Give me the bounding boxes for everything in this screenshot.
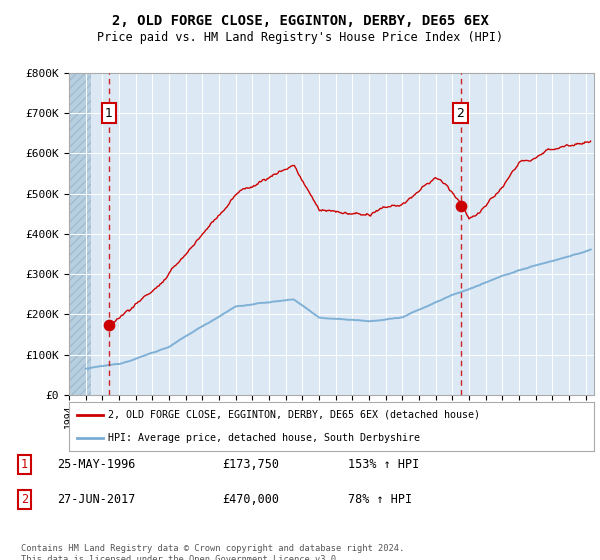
Point bbox=[104, 320, 114, 329]
Point bbox=[456, 201, 466, 210]
Text: 2, OLD FORGE CLOSE, EGGINTON, DERBY, DE65 6EX: 2, OLD FORGE CLOSE, EGGINTON, DERBY, DE6… bbox=[112, 14, 488, 28]
Text: 27-JUN-2017: 27-JUN-2017 bbox=[57, 493, 136, 506]
Text: 25-MAY-1996: 25-MAY-1996 bbox=[57, 458, 136, 472]
Text: Contains HM Land Registry data © Crown copyright and database right 2024.
This d: Contains HM Land Registry data © Crown c… bbox=[21, 544, 404, 560]
Text: Price paid vs. HM Land Registry's House Price Index (HPI): Price paid vs. HM Land Registry's House … bbox=[97, 31, 503, 44]
Text: 1: 1 bbox=[105, 106, 113, 119]
Text: 1: 1 bbox=[21, 458, 28, 472]
Text: £173,750: £173,750 bbox=[222, 458, 279, 472]
Text: 153% ↑ HPI: 153% ↑ HPI bbox=[348, 458, 419, 472]
Text: 2, OLD FORGE CLOSE, EGGINTON, DERBY, DE65 6EX (detached house): 2, OLD FORGE CLOSE, EGGINTON, DERBY, DE6… bbox=[109, 410, 481, 420]
Text: 2: 2 bbox=[457, 106, 464, 119]
Text: HPI: Average price, detached house, South Derbyshire: HPI: Average price, detached house, Sout… bbox=[109, 433, 421, 444]
Text: £470,000: £470,000 bbox=[222, 493, 279, 506]
Bar bbox=[69, 73, 91, 395]
Text: 78% ↑ HPI: 78% ↑ HPI bbox=[348, 493, 412, 506]
Text: 2: 2 bbox=[21, 493, 28, 506]
